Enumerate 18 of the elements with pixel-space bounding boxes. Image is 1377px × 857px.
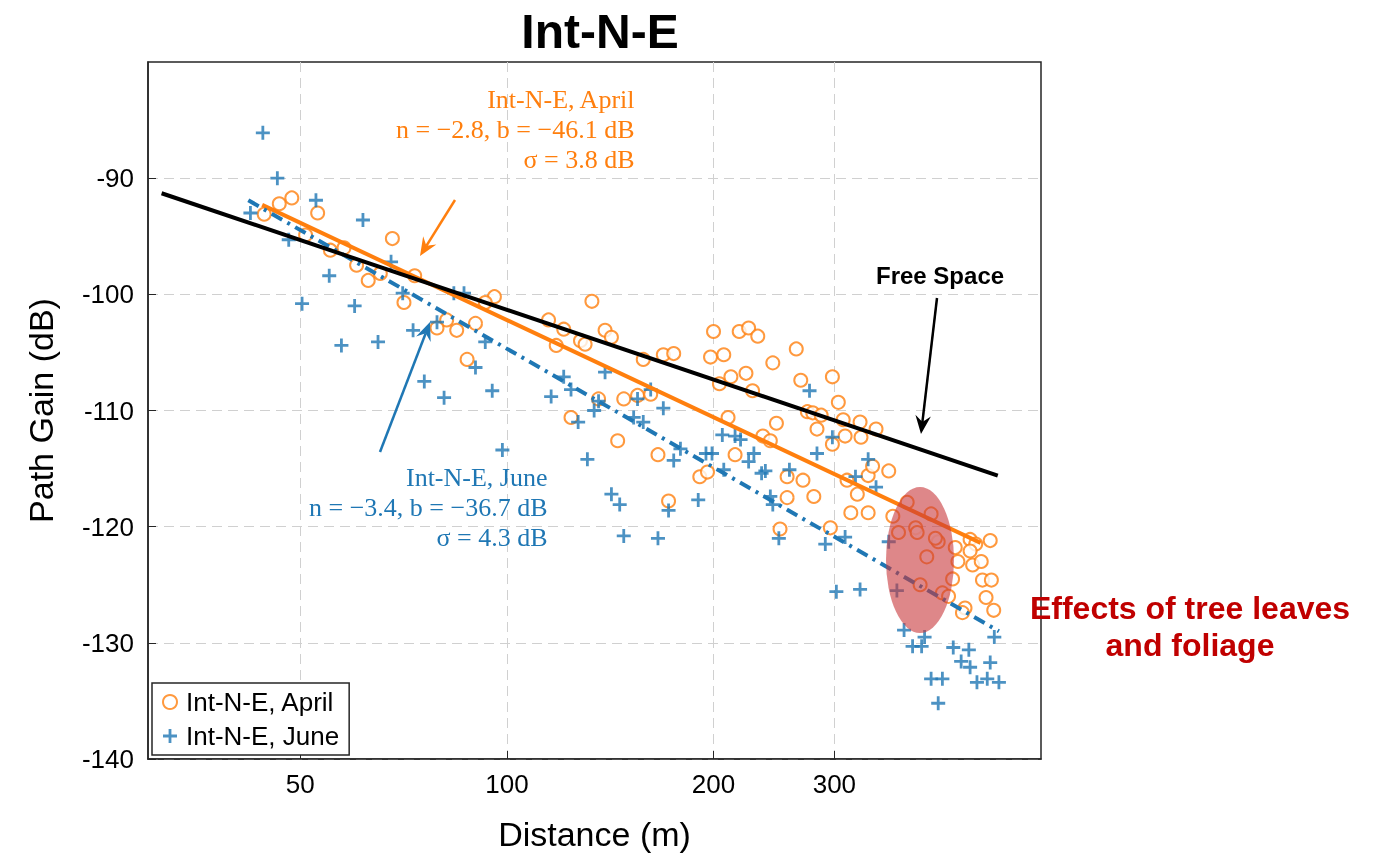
annotation: Int-N-E, June n = −3.4, b = −36.7 dB σ = 4.3 dB bbox=[309, 463, 548, 553]
x-tick-label: 300 bbox=[812, 769, 857, 799]
y-tick-label: -140 bbox=[81, 744, 134, 774]
annotation: Free Space bbox=[876, 262, 1005, 290]
y-tick-label: -130 bbox=[81, 627, 134, 658]
y-tick-label: -110 bbox=[83, 395, 134, 426]
legend-label: Int-N-E, June bbox=[186, 721, 340, 751]
y-tick-label: -120 bbox=[81, 511, 134, 542]
x-tick-label: 200 bbox=[691, 769, 736, 799]
y-axis-title: Path Gain (dB) bbox=[22, 298, 60, 523]
legend-label: Int-N-E, April bbox=[186, 687, 334, 717]
y-tick-label: -100 bbox=[81, 279, 134, 310]
chart-title: Int-N-E bbox=[521, 4, 679, 58]
y-tick-label: -90 bbox=[96, 163, 134, 194]
annotation: Int-N-E, April n = −2.8, b = −46.1 dB σ = 3.8 dB bbox=[396, 85, 635, 175]
x-tick-label: 100 bbox=[485, 769, 529, 799]
x-axis-title: Distance (m) bbox=[498, 815, 691, 853]
x-tick-label: 50 bbox=[285, 769, 315, 799]
